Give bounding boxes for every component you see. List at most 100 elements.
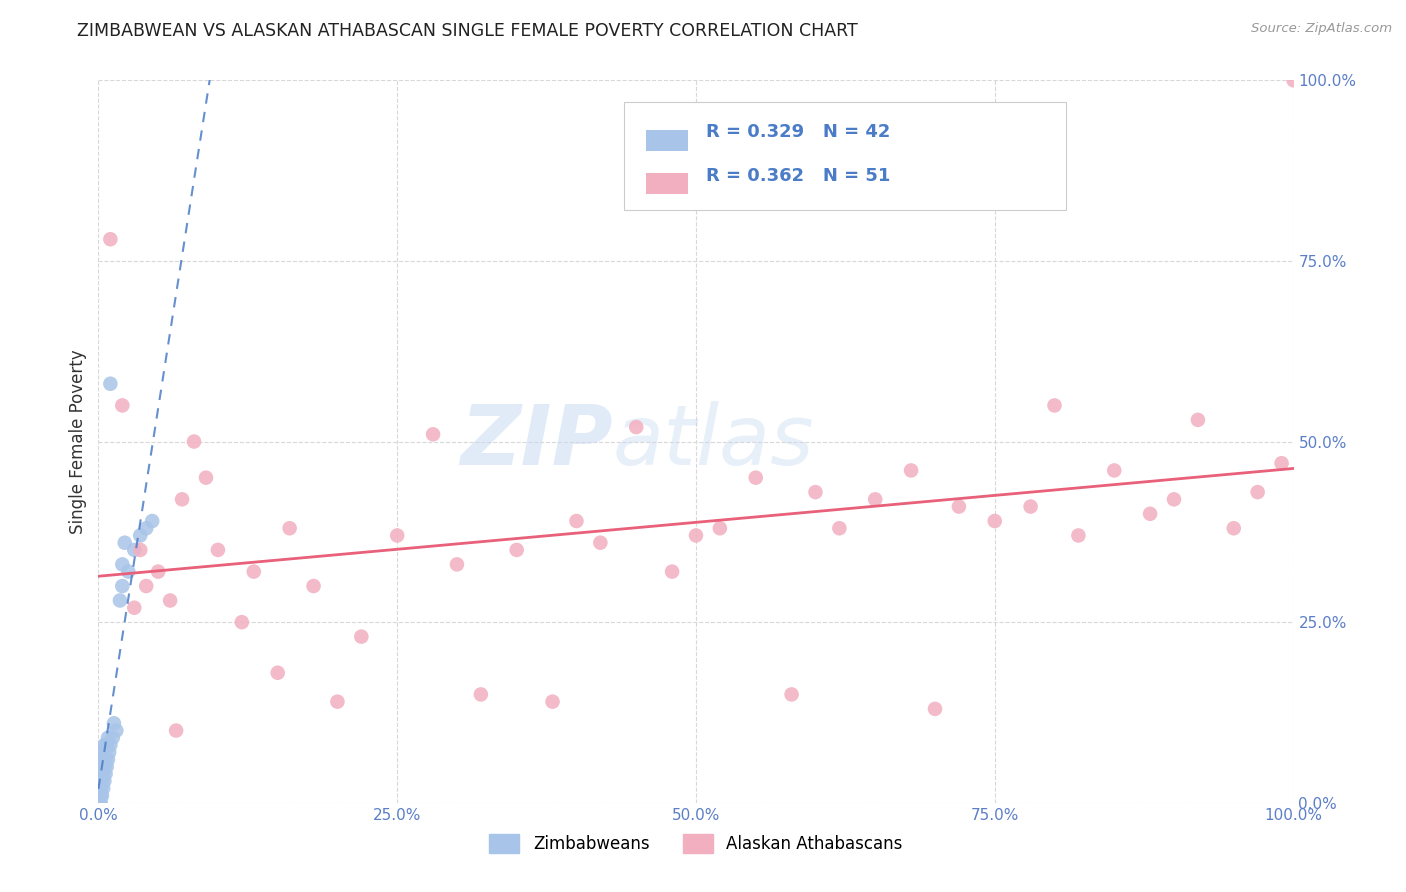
Point: [96, 738, 118, 752]
Point: [91, 760, 114, 774]
Point: [135, 521, 157, 535]
Point: [446, 558, 468, 572]
Point: [111, 579, 134, 593]
Point: [159, 593, 181, 607]
Point: [565, 514, 588, 528]
Point: [111, 398, 134, 412]
Point: [506, 542, 529, 557]
Point: [924, 702, 946, 716]
Point: [804, 485, 827, 500]
Point: [129, 542, 152, 557]
Point: [1187, 413, 1209, 427]
Point: [114, 535, 136, 549]
FancyBboxPatch shape: [624, 102, 1067, 211]
Point: [90, 789, 112, 803]
Point: [96, 760, 118, 774]
Point: [422, 427, 444, 442]
Point: [97, 752, 120, 766]
Point: [91, 752, 114, 766]
Point: [89, 745, 111, 759]
Point: [124, 542, 146, 557]
Point: [89, 774, 111, 789]
Text: Source: ZipAtlas.com: Source: ZipAtlas.com: [1251, 22, 1392, 36]
Point: [745, 470, 768, 484]
Point: [183, 434, 205, 449]
Point: [91, 774, 114, 789]
Point: [780, 687, 803, 701]
Text: ZIP: ZIP: [460, 401, 613, 482]
Point: [541, 695, 564, 709]
Point: [165, 723, 187, 738]
Point: [91, 781, 114, 796]
Point: [709, 521, 731, 535]
Point: [865, 492, 887, 507]
Point: [1282, 73, 1305, 87]
Point: [89, 796, 111, 810]
Point: [101, 731, 124, 745]
Point: [108, 593, 131, 607]
Point: [124, 600, 146, 615]
Point: [90, 767, 112, 781]
Point: [984, 514, 1007, 528]
Point: [98, 745, 121, 759]
Text: R = 0.329   N = 42: R = 0.329 N = 42: [706, 123, 890, 141]
Point: [1019, 500, 1042, 514]
Point: [148, 565, 170, 579]
Point: [385, 528, 409, 542]
Point: [89, 760, 111, 774]
Point: [93, 774, 115, 789]
Point: [661, 565, 683, 579]
Point: [1139, 507, 1161, 521]
Point: [1271, 456, 1294, 470]
Point: [195, 470, 218, 484]
Point: [93, 760, 115, 774]
Point: [91, 767, 114, 781]
Point: [117, 565, 139, 579]
Point: [91, 789, 114, 803]
Point: [1104, 463, 1126, 477]
Text: atlas: atlas: [613, 401, 814, 482]
Point: [1067, 528, 1090, 542]
Point: [948, 500, 970, 514]
Point: [326, 695, 349, 709]
FancyBboxPatch shape: [645, 173, 688, 194]
Point: [1223, 521, 1246, 535]
Point: [685, 528, 707, 542]
Point: [129, 528, 152, 542]
Point: [90, 796, 112, 810]
Point: [1247, 485, 1270, 500]
Point: [172, 492, 194, 507]
Point: [900, 463, 922, 477]
Point: [207, 542, 229, 557]
Text: ZIMBABWEAN VS ALASKAN ATHABASCAN SINGLE FEMALE POVERTY CORRELATION CHART: ZIMBABWEAN VS ALASKAN ATHABASCAN SINGLE …: [77, 22, 858, 40]
Point: [350, 630, 373, 644]
Y-axis label: Single Female Poverty: Single Female Poverty: [69, 350, 87, 533]
Point: [1163, 492, 1185, 507]
Point: [828, 521, 851, 535]
Point: [97, 731, 120, 745]
Point: [278, 521, 301, 535]
Point: [90, 752, 112, 766]
Point: [231, 615, 253, 630]
Point: [267, 665, 290, 680]
Point: [90, 781, 112, 796]
Point: [111, 558, 134, 572]
Legend: Zimbabweans, Alaskan Athabascans: Zimbabweans, Alaskan Athabascans: [482, 827, 910, 860]
Point: [243, 565, 266, 579]
Point: [98, 738, 122, 752]
FancyBboxPatch shape: [645, 129, 688, 151]
Point: [98, 376, 122, 391]
Point: [626, 420, 648, 434]
Point: [589, 535, 612, 549]
Point: [89, 789, 111, 803]
Point: [103, 716, 125, 731]
Point: [94, 767, 117, 781]
Point: [98, 232, 122, 246]
Point: [89, 781, 111, 796]
Point: [302, 579, 325, 593]
Point: [470, 687, 492, 701]
Point: [94, 752, 117, 766]
Text: R = 0.362   N = 51: R = 0.362 N = 51: [706, 167, 890, 185]
Point: [141, 514, 163, 528]
Point: [1043, 398, 1066, 412]
